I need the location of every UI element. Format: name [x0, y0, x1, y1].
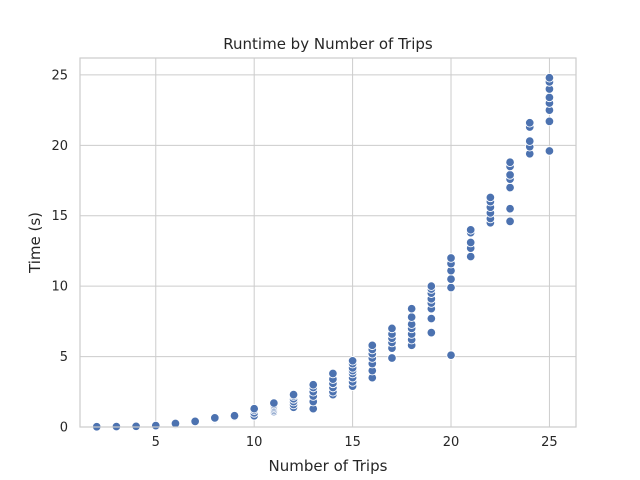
data-point	[190, 416, 200, 427]
data-point	[446, 274, 456, 284]
data-point	[347, 356, 358, 366]
data-point	[151, 420, 161, 431]
y-tick-label: 15	[51, 209, 68, 224]
data-points	[91, 72, 555, 432]
data-point	[505, 182, 515, 193]
data-point	[249, 403, 259, 414]
y-tick-label: 25	[51, 68, 68, 83]
data-point	[446, 253, 456, 263]
data-point	[367, 340, 378, 351]
data-point	[308, 379, 318, 390]
data-point	[426, 313, 437, 324]
data-point	[446, 282, 456, 293]
x-tick-label: 15	[344, 435, 361, 450]
data-point	[426, 281, 437, 291]
plot-frame	[79, 57, 577, 428]
y-tick-label: 0	[60, 421, 68, 436]
data-point	[505, 157, 515, 167]
data-point	[485, 192, 496, 203]
y-tick-label: 5	[60, 350, 68, 365]
data-point	[505, 170, 515, 180]
x-tick-label: 25	[541, 435, 558, 450]
data-point	[328, 368, 338, 379]
data-point	[505, 216, 515, 227]
data-point	[446, 350, 456, 360]
x-tick-label: 10	[246, 435, 263, 450]
data-point	[544, 146, 555, 156]
data-point	[465, 237, 476, 248]
grid-lines	[80, 58, 576, 428]
y-tick-label: 20	[51, 139, 68, 154]
data-point	[269, 398, 279, 408]
data-point	[465, 251, 476, 262]
data-point	[288, 389, 299, 400]
data-point	[406, 312, 417, 322]
x-tick-label: 5	[152, 435, 160, 450]
data-point	[505, 203, 515, 214]
data-point	[524, 136, 535, 146]
x-tick-labels: 5 10 15 20 25	[152, 435, 558, 450]
data-point	[170, 418, 181, 429]
data-point	[544, 72, 555, 83]
data-point	[465, 225, 476, 235]
y-tick-label: 10	[51, 280, 68, 295]
y-tick-labels: 0 5 10 15 20 25	[51, 68, 68, 435]
data-point	[544, 116, 555, 127]
chart-title: Runtime by Number of Trips	[223, 35, 433, 53]
x-axis-label: Number of Trips	[269, 457, 388, 475]
data-point	[524, 118, 535, 128]
data-point	[229, 410, 240, 421]
data-point	[426, 327, 437, 338]
y-axis-label: Time (s)	[26, 212, 44, 274]
x-tick-label: 20	[443, 435, 460, 450]
data-point	[387, 323, 397, 334]
data-point	[210, 413, 220, 423]
data-point	[406, 303, 417, 314]
data-point	[387, 353, 397, 363]
data-point	[544, 92, 555, 103]
data-point	[131, 421, 141, 432]
